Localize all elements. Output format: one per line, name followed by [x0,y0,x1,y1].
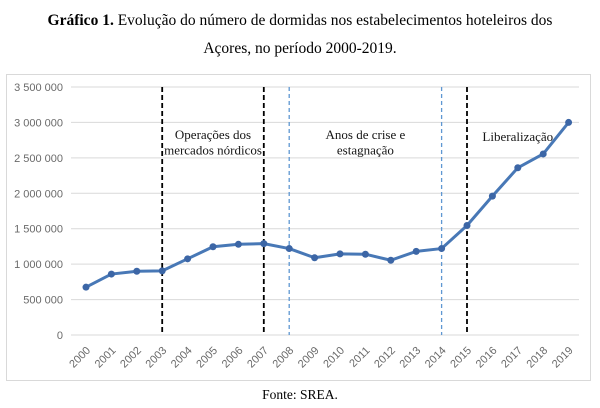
chart-area: 0 500 000 1 000 000 1 500 000 2 000 000 2 500… [6,74,591,381]
x-axis-label: 2009 [296,345,322,371]
x-axis-label: 2010 [321,345,347,371]
x-axis-label: 2012 [372,345,398,371]
chart-title-line2: Açores, no período 2000-2019. [203,40,397,57]
y-axis-label: 1 000 000 [14,259,63,271]
data-point-2017 [514,164,522,172]
x-axis-label: 2016 [474,345,500,371]
x-axis-label: 2007 [245,345,271,371]
data-point-2014 [438,245,446,253]
y-axis-label: 1 500 000 [14,224,63,236]
data-point-2004 [184,255,192,263]
data-point-2012 [387,256,395,264]
chart-title: Gráfico 1. Evolução do número de dormida… [0,7,600,63]
data-point-2019 [565,118,573,126]
data-point-2013 [412,247,420,255]
data-point-2008 [285,245,293,253]
data-point-2016 [488,192,496,200]
x-axis-label: 2002 [118,345,144,371]
x-axis-label: 2008 [271,345,297,371]
x-axis-label: 2005 [194,345,220,371]
y-axis-label: 3 500 000 [14,82,63,94]
x-axis-label: 2015 [448,345,474,371]
x-axis-label: 2006 [220,345,246,371]
phase-annotation: Anos de crise e [326,127,406,142]
x-axis-label: 2013 [398,345,424,371]
data-point-2015 [463,222,471,230]
data-point-2000 [82,283,90,291]
x-axis-label: 2004 [169,345,195,371]
data-line [84,120,571,289]
y-axis-label: 0 [57,330,63,342]
data-point-2001 [107,270,115,278]
phase-annotation: mercados nórdicos [164,143,262,158]
x-axis-label: 2019 [550,345,576,371]
phase-annotation: Operações dos [175,127,251,142]
data-point-2011 [361,250,369,258]
x-axis-label: 2018 [525,345,551,371]
data-point-2006 [234,240,242,248]
x-axis-label: 2017 [499,345,525,371]
x-axis-label: 2000 [67,345,93,371]
data-point-2009 [311,254,319,262]
x-axis-label: 2001 [93,345,119,371]
line-chart-svg: 0 500 000 1 000 000 1 500 000 2 000 000 2 500… [14,82,579,371]
data-point-2002 [133,267,141,275]
phase-annotation: Liberalização [482,129,553,144]
y-axis-label: 2 500 000 [14,153,63,165]
source-note: Fonte: SREA. [262,387,338,402]
y-axis-label: 2 000 000 [14,188,63,200]
x-axis-label: 2011 [347,345,372,370]
y-axis-label: 3 000 000 [14,117,63,129]
x-axis-label: 2014 [423,345,449,371]
y-axis-label: 500 000 [23,295,63,307]
data-point-2007 [260,240,268,248]
data-point-2018 [539,150,547,158]
chart-title-text: Evolução do número de dormidas nos estab… [117,12,553,29]
data-point-2010 [336,250,344,258]
data-point-2003 [158,267,166,275]
data-point-2005 [209,243,217,251]
phase-annotation: estagnação [337,143,394,158]
x-axis-label: 2003 [144,345,170,371]
chart-title-line1: Gráfico 1. Evolução do número de dormida… [0,7,600,35]
chart-title-label: Gráfico 1. [47,12,114,29]
